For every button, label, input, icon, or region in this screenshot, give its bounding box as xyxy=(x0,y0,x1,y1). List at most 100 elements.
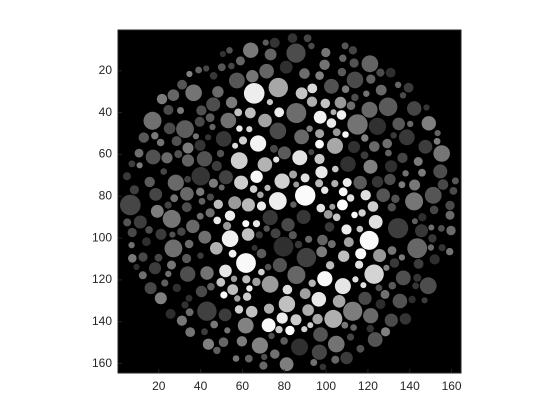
dot xyxy=(220,291,228,299)
dot xyxy=(176,315,187,326)
dot xyxy=(338,187,348,197)
dot xyxy=(208,178,218,188)
dot xyxy=(200,266,214,280)
dot xyxy=(281,218,295,232)
dot xyxy=(198,230,212,244)
dot xyxy=(285,325,295,336)
dot xyxy=(138,271,147,280)
dot xyxy=(380,327,391,337)
dot xyxy=(385,67,396,78)
dot xyxy=(388,218,409,239)
dot xyxy=(347,114,368,135)
dot xyxy=(160,168,167,175)
dot xyxy=(242,275,251,284)
dot xyxy=(321,186,329,194)
x-tick-label: 100 xyxy=(316,379,336,393)
dot xyxy=(246,285,253,292)
dot xyxy=(428,224,435,231)
dot xyxy=(449,187,458,195)
dot xyxy=(358,291,372,305)
dot xyxy=(223,221,232,231)
dot xyxy=(428,234,437,243)
dot xyxy=(391,194,400,203)
dot xyxy=(120,194,141,216)
dot xyxy=(319,59,330,70)
dot xyxy=(212,86,224,98)
dot xyxy=(235,56,245,66)
dot xyxy=(412,282,419,290)
dot xyxy=(128,253,137,263)
axes-box xyxy=(117,29,462,374)
dot xyxy=(433,137,441,145)
dot xyxy=(209,72,218,80)
dot xyxy=(349,58,359,68)
dot xyxy=(221,230,239,247)
dot xyxy=(167,89,180,101)
dot xyxy=(286,43,306,63)
dot xyxy=(176,120,194,138)
dot xyxy=(219,264,232,278)
dot xyxy=(311,292,327,307)
dot xyxy=(228,249,237,258)
dot xyxy=(287,266,306,284)
dot xyxy=(385,160,398,173)
dot xyxy=(313,110,327,124)
dot xyxy=(156,138,165,147)
dot xyxy=(305,235,313,243)
dot xyxy=(122,172,131,181)
dot xyxy=(196,187,205,196)
dot xyxy=(375,299,386,309)
dot xyxy=(294,129,309,145)
dot xyxy=(315,179,324,188)
dot xyxy=(360,151,369,160)
dot xyxy=(288,231,297,240)
dot xyxy=(352,276,359,283)
dot xyxy=(356,225,364,233)
dot xyxy=(292,150,308,166)
dot xyxy=(351,211,358,219)
dot xyxy=(364,264,384,284)
dot xyxy=(241,198,255,212)
dot xyxy=(161,279,169,287)
dot xyxy=(413,259,424,269)
dot xyxy=(195,285,208,298)
dot xyxy=(256,201,267,211)
dot xyxy=(164,239,183,258)
dot xyxy=(343,237,354,248)
dot xyxy=(213,346,221,355)
dot xyxy=(234,295,241,302)
dot xyxy=(149,188,163,201)
dot xyxy=(423,104,430,111)
dot xyxy=(144,176,155,188)
dot xyxy=(138,252,148,262)
dot xyxy=(338,250,350,262)
dot xyxy=(269,122,287,140)
dot xyxy=(215,131,232,147)
dot xyxy=(306,125,313,132)
y-tick-label: 160 xyxy=(92,356,112,370)
x-tick-label: 120 xyxy=(358,379,378,393)
dot xyxy=(346,194,355,202)
dot xyxy=(433,145,451,162)
dot xyxy=(213,199,223,209)
dot xyxy=(270,349,280,359)
dot xyxy=(251,244,258,251)
dot xyxy=(225,96,238,109)
dot xyxy=(438,244,446,252)
dot xyxy=(185,308,194,317)
dot xyxy=(332,128,341,137)
dot xyxy=(244,107,256,119)
dot xyxy=(206,97,221,112)
dot xyxy=(138,132,149,143)
dot xyxy=(177,107,184,114)
dot xyxy=(246,70,259,83)
dot xyxy=(399,313,412,325)
dot xyxy=(356,344,365,353)
dot xyxy=(181,202,192,213)
dot xyxy=(392,293,408,309)
dot xyxy=(411,218,418,225)
dot xyxy=(172,283,181,293)
dot xyxy=(196,105,207,116)
dot xyxy=(251,337,268,354)
dot xyxy=(207,282,215,291)
